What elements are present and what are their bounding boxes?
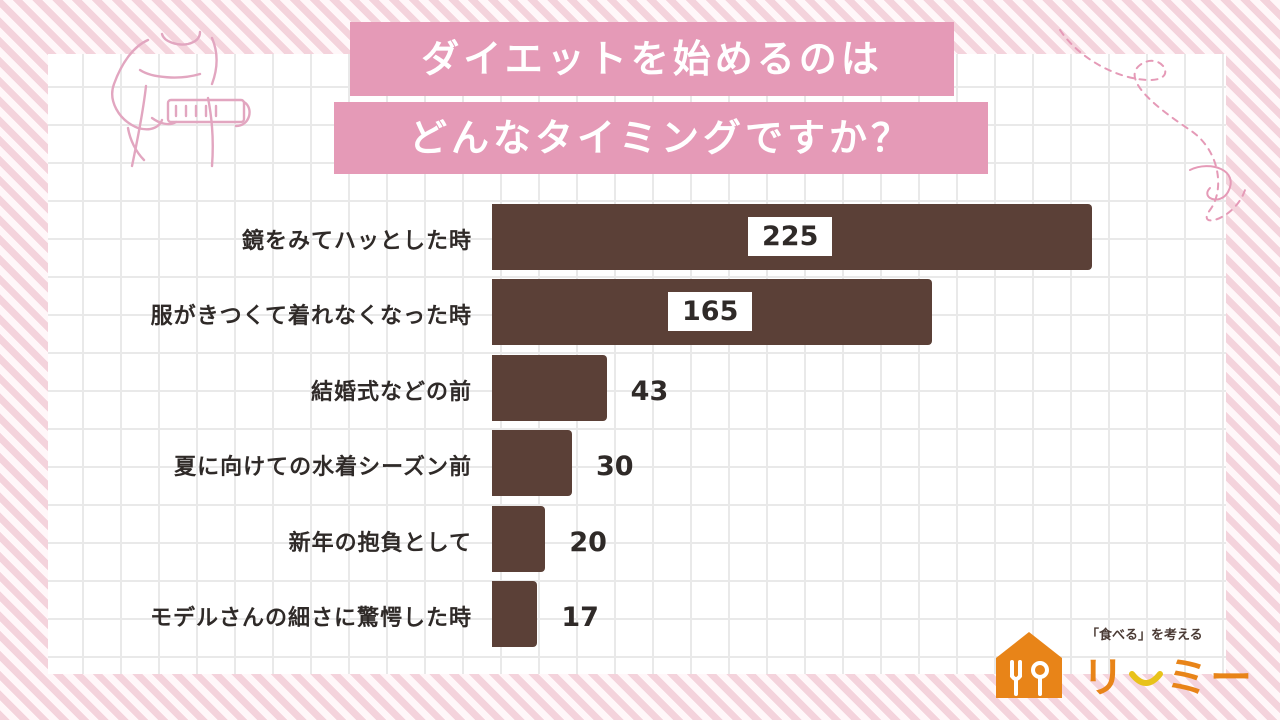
curly-line-decoration-icon	[1059, 29, 1246, 222]
data-label: 17	[561, 602, 599, 633]
bar	[492, 354, 607, 421]
logo-wordmark-tail: ミー	[1166, 653, 1255, 702]
category-label: 結婚式などの前	[310, 379, 472, 405]
data-label: 20	[569, 526, 607, 558]
data-label: 43	[630, 375, 669, 407]
bar	[492, 430, 572, 497]
data-label: 30	[596, 451, 634, 483]
logo-wordmark-head: リ	[1082, 653, 1127, 702]
logo-tagline: 「食べる」を考える	[1086, 628, 1203, 643]
category-label: 鏡をみてハッとした時	[241, 229, 472, 254]
title-line-2: どんなタイミングですか？	[334, 102, 988, 174]
bar	[492, 581, 538, 647]
logo-smile-icon	[1129, 670, 1164, 686]
category-label: 新年の抱負として	[288, 530, 472, 556]
house-fork-spoon-icon	[996, 632, 1062, 698]
logo-wordmark: リミー	[1082, 644, 1254, 705]
category-label: 夏に向けての水着シーズン前	[174, 455, 472, 481]
title-line-1: ダイエットを始めるのは	[350, 22, 954, 96]
data-label: 165	[668, 292, 753, 332]
data-label: 225	[748, 217, 833, 256]
category-label: モデルさんの細さに驚愕した時	[149, 606, 472, 631]
category-label: 服がきつくて着れなくなった時	[150, 304, 472, 330]
bar	[492, 505, 546, 572]
brand-logo: 「食べる」を考える リミー	[990, 622, 1260, 702]
waist-measure-illustration-icon	[111, 30, 251, 168]
